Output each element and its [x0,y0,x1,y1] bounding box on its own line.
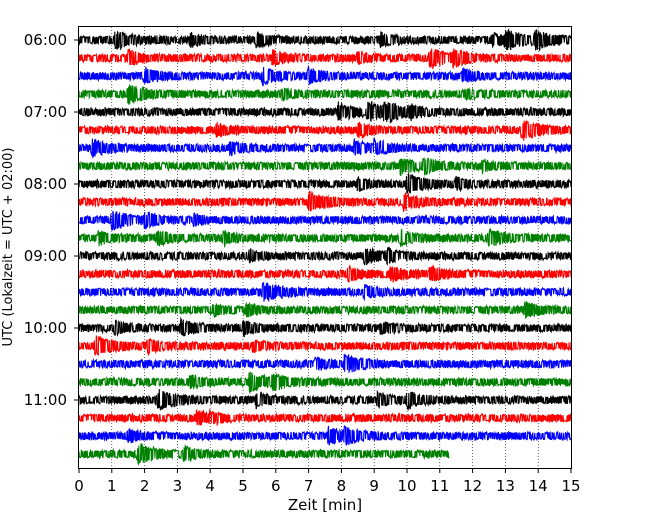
x-tick-label: 11 [430,477,449,495]
x-tick-label: 1 [107,477,117,495]
trace-1115 [78,408,572,427]
y-tick-label: 06:00 [24,31,67,49]
trace-0615 [78,48,572,69]
trace-1145 [78,443,450,466]
trace-1030 [78,353,572,373]
x-tick-label: 6 [271,477,281,495]
trace-0700 [78,101,572,124]
x-tick-label: 13 [496,477,515,495]
x-axis-label: Zeit [min] [288,496,362,514]
y-tick-label: 09:00 [24,247,67,265]
y-tick-label: 08:00 [24,175,67,193]
trace-1015 [78,335,572,357]
x-tick-label: 14 [529,477,548,495]
trace-0845 [78,227,572,248]
trace-0915 [78,264,572,283]
x-tick-label: 15 [561,477,580,495]
y-tick-label: 07:00 [24,103,67,121]
trace-0800 [78,173,572,194]
trace-0730 [78,136,572,159]
trace-0645 [78,84,572,105]
trace-0600 [78,28,572,52]
trace-0900 [78,246,572,266]
trace-0830 [78,210,572,232]
trace-0945 [78,301,572,320]
trace-0815 [78,190,572,213]
x-tick-label: 10 [397,477,416,495]
trace-1100 [78,389,572,412]
x-tick-label: 5 [238,477,248,495]
x-tick-label: 8 [337,477,347,495]
x-tick-label: 2 [140,477,150,495]
y-axis-ticks: 06:00 07:00 08:00 09:00 10:00 11:00 [24,31,79,409]
y-tick-label: 10:00 [24,319,67,337]
trace-0630 [78,64,572,87]
x-tick-label: 3 [173,477,183,495]
trace-1045 [78,371,572,395]
x-tick-label: 7 [304,477,314,495]
trace-0745 [78,157,572,176]
y-tick-label: 11:00 [24,391,67,409]
plot-frame [78,26,572,469]
y-axis-label: UTC (Lokalzeit = UTC + 02:00) [1,148,16,347]
trace-0930 [78,281,572,303]
x-tick-label: 9 [369,477,379,495]
trace-series [78,28,572,466]
x-axis-ticks: 0 1 2 3 4 5 6 7 8 9 10 11 12 13 14 15 [74,468,581,495]
trace-1130 [78,425,572,446]
x-tick-label: 0 [74,477,84,495]
trace-0715 [78,119,572,141]
x-tick-label: 12 [463,477,482,495]
x-tick-label: 4 [205,477,215,495]
trace-1000 [78,316,572,338]
